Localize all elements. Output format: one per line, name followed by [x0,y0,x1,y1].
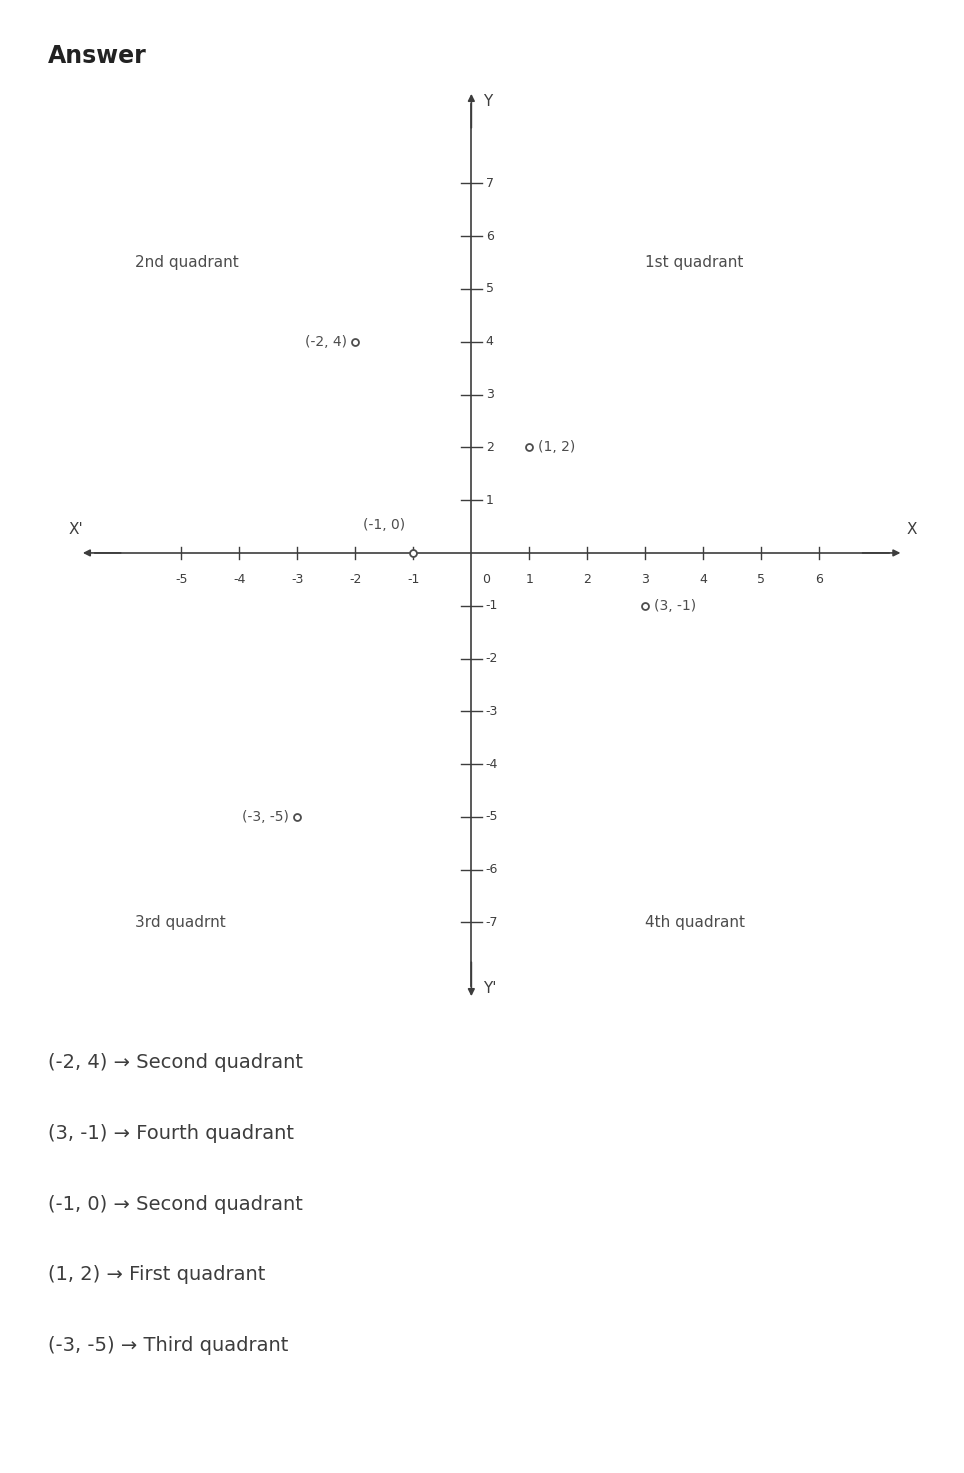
Text: (-3, -5) → Third quadrant: (-3, -5) → Third quadrant [48,1336,288,1355]
Text: (-3, -5): (-3, -5) [242,810,289,823]
Text: 4th quadrant: 4th quadrant [645,915,745,929]
Text: Y': Y' [483,981,496,996]
Text: 1: 1 [525,573,533,586]
Text: 3: 3 [486,387,494,401]
Text: 4: 4 [486,336,494,348]
Text: 2nd quadrant: 2nd quadrant [135,255,239,270]
Text: (1, 2) → First quadrant: (1, 2) → First quadrant [48,1265,265,1284]
Text: Answer: Answer [48,44,147,68]
Text: (3, -1) → Fourth quadrant: (3, -1) → Fourth quadrant [48,1124,294,1143]
Text: 0: 0 [482,573,490,586]
Text: -1: -1 [407,573,419,586]
Text: 7: 7 [486,177,494,190]
Text: 1st quadrant: 1st quadrant [645,255,743,270]
Text: (1, 2): (1, 2) [538,440,576,454]
Text: -3: -3 [486,704,498,717]
Text: -5: -5 [486,810,498,823]
Text: (-2, 4) → Second quadrant: (-2, 4) → Second quadrant [48,1053,304,1072]
Text: -2: -2 [486,653,498,664]
Text: -6: -6 [486,863,498,876]
Text: -2: -2 [349,573,362,586]
Text: (-1, 0) → Second quadrant: (-1, 0) → Second quadrant [48,1195,303,1214]
Text: 3: 3 [641,573,649,586]
Text: X: X [906,521,917,538]
Text: X': X' [68,521,83,538]
Text: 3rd quadrnt: 3rd quadrnt [135,915,226,929]
Text: -5: -5 [175,573,188,586]
Text: (-2, 4): (-2, 4) [305,334,347,349]
Text: 1: 1 [486,493,494,507]
Text: 5: 5 [486,283,494,296]
Text: (-1, 0): (-1, 0) [362,518,405,532]
Text: -4: -4 [486,757,498,770]
Text: -1: -1 [486,600,498,613]
Text: 6: 6 [816,573,823,586]
Text: 2: 2 [486,440,494,454]
Text: -4: -4 [233,573,246,586]
Text: 6: 6 [486,230,494,243]
Text: 2: 2 [583,573,591,586]
Text: -7: -7 [486,916,498,929]
Text: 4: 4 [699,573,708,586]
Text: (3, -1): (3, -1) [654,598,696,613]
Text: Y: Y [483,94,493,109]
Text: 5: 5 [758,573,765,586]
Text: -3: -3 [291,573,304,586]
